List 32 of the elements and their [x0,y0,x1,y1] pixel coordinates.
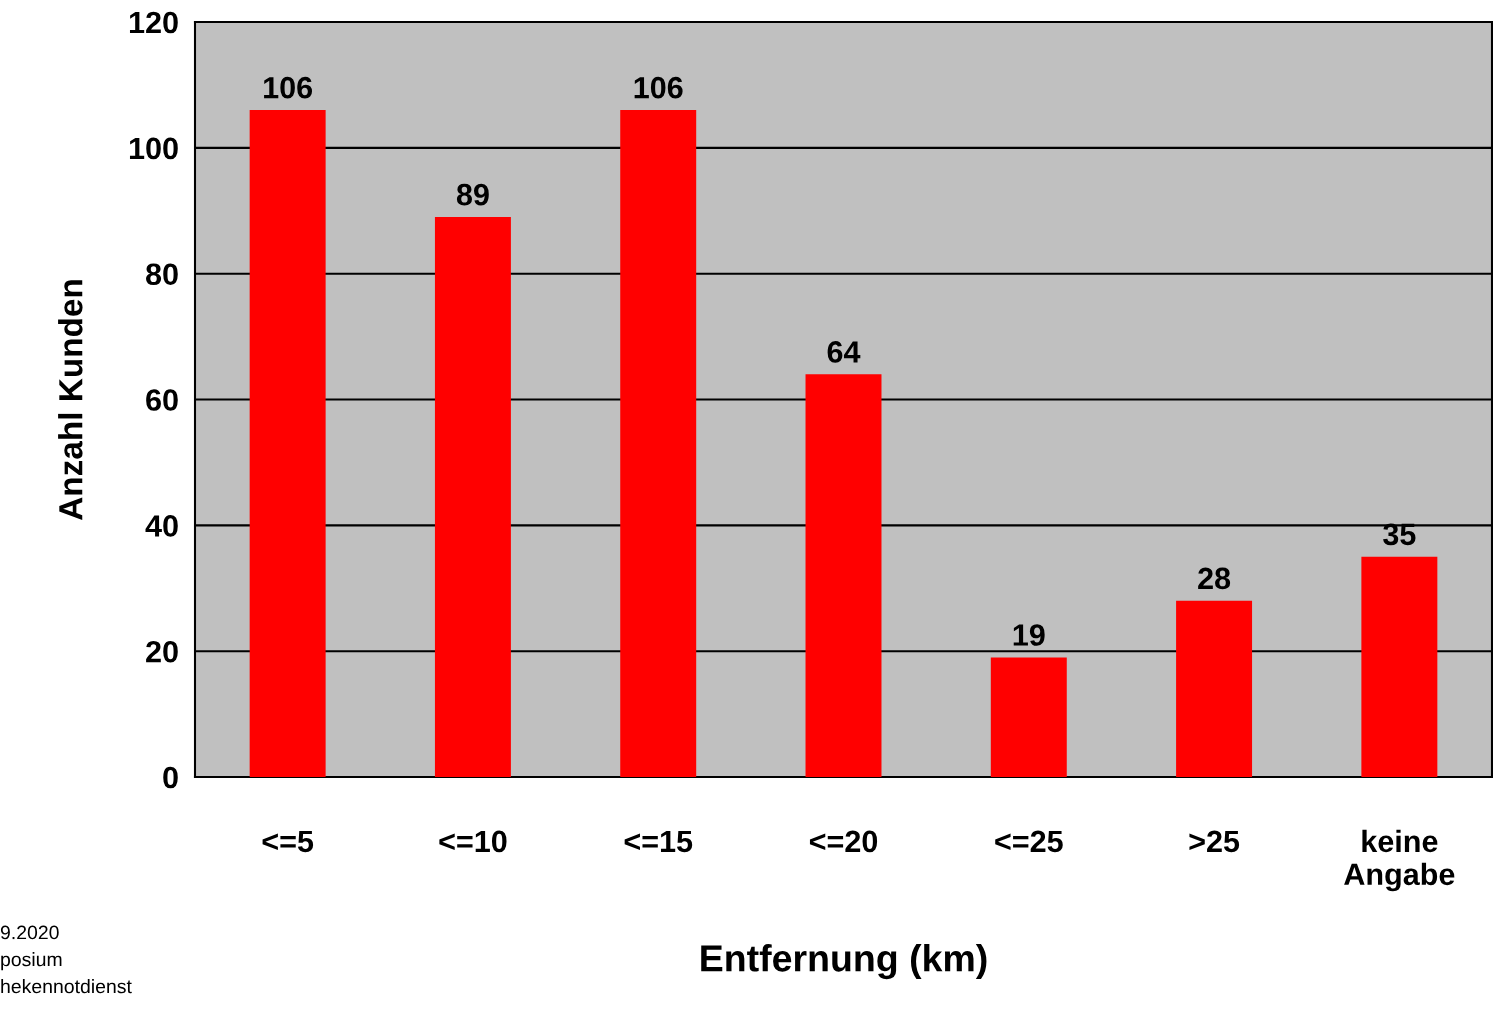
y-axis-title: Anzahl Kunden [58,280,83,520]
bar [620,110,697,777]
x-tick-label: >25 [1189,830,1240,853]
bar [805,374,882,777]
y-tick-label: 0 [163,766,178,789]
data-label: 106 [634,76,683,99]
bar [1176,600,1253,777]
data-label: 106 [264,76,313,99]
x-tick-label: keine Angabe [1344,829,1455,892]
y-tick-label: 20 [146,640,178,663]
x-tick-label: <=5 [262,830,314,853]
text: posium [1,952,62,971]
bar [1361,556,1438,777]
data-label: 19 [1013,624,1045,646]
y-tick-label: 40 [145,515,178,537]
y-tick-label: 120 [129,11,178,34]
bar [990,657,1067,777]
bar [434,217,511,777]
x-tick-label: <=25 [995,830,1063,853]
x-tick-label: <=10 [439,830,507,853]
x-axis-title: Entfernung (km) [701,944,987,980]
y-tick-label: 60 [146,389,178,411]
data-label: 28 [1198,567,1231,590]
bar [249,110,326,777]
x-tick-label: <=15 [624,830,693,853]
y-tick-label: 80 [146,263,178,286]
data-label: 64 [827,341,861,363]
y-tick-label: 100 [129,137,178,160]
text: hekennotdienst [1,979,132,994]
text: 9.2020 [0,925,59,940]
data-label: 89 [456,183,489,206]
x-tick-label: <=20 [809,830,878,853]
